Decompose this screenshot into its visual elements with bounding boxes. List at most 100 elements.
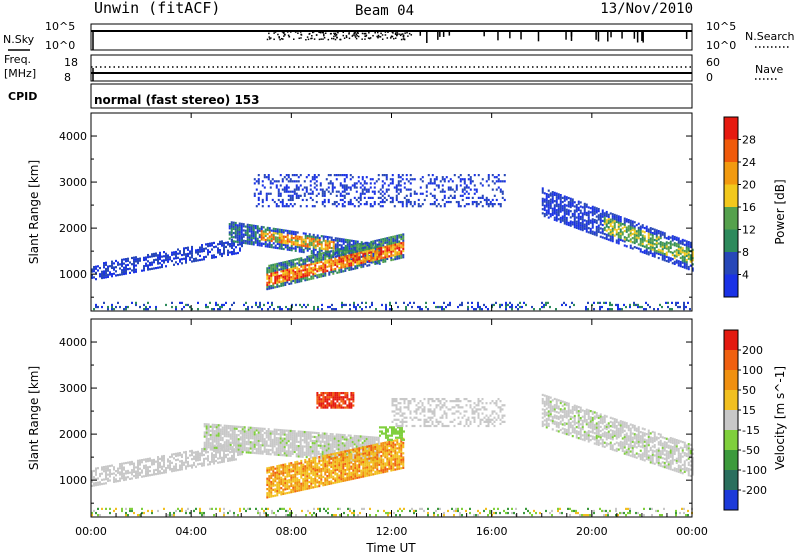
data-cell [195, 507, 197, 510]
data-cell [195, 259, 197, 262]
data-cell [400, 237, 403, 241]
data-cell [250, 230, 253, 233]
data-cell [581, 220, 584, 223]
data-cell [389, 196, 392, 200]
data-cell [101, 270, 103, 273]
data-cell [231, 246, 233, 250]
data-cell [629, 511, 631, 515]
data-cell [549, 200, 552, 203]
data-cell [305, 443, 308, 446]
data-cell [569, 210, 572, 213]
nsky-point [399, 34, 402, 37]
data-cell [201, 452, 203, 455]
data-cell [231, 450, 234, 453]
data-cell [581, 212, 584, 215]
data-cell [230, 221, 233, 224]
data-cell [109, 464, 111, 468]
data-cell [135, 303, 137, 307]
data-cell [335, 174, 338, 177]
data-cell [209, 301, 211, 304]
data-cell [203, 247, 205, 251]
data-cell [302, 260, 305, 264]
data-cell [441, 305, 443, 309]
data-cell [381, 186, 384, 189]
data-cell [342, 240, 345, 243]
data-cell [611, 229, 614, 232]
data-cell [661, 243, 664, 247]
data-cell [591, 205, 594, 208]
data-cell [372, 259, 375, 262]
data-cell [358, 254, 361, 257]
data-cell [629, 305, 631, 309]
data-cell [561, 303, 563, 307]
data-cell [447, 180, 450, 183]
data-cell [159, 257, 161, 261]
data-cell [257, 445, 260, 449]
data-cell [621, 227, 624, 230]
data-cell [342, 249, 345, 252]
data-cell [547, 204, 550, 207]
data-cell [191, 254, 193, 257]
data-cell [449, 301, 451, 304]
data-cell [362, 259, 365, 262]
data-cell [567, 203, 570, 206]
data-cell [274, 244, 277, 247]
data-cell [205, 439, 208, 442]
data-cell [268, 268, 271, 272]
data-cell [549, 192, 552, 195]
data-cell [263, 186, 266, 189]
data-cell [169, 466, 171, 469]
data-cell [267, 438, 270, 441]
data-cell [309, 437, 312, 440]
data-cell [225, 445, 228, 448]
data-cell [249, 445, 252, 448]
data-cell [205, 441, 208, 445]
data-cell [471, 301, 473, 304]
data-cell [334, 261, 337, 264]
data-cell [167, 514, 169, 517]
data-cell [437, 305, 439, 309]
data-cell [561, 511, 563, 515]
data-cell [93, 308, 95, 311]
data-cell [551, 191, 554, 194]
data-cell [288, 274, 291, 277]
data-cell [279, 305, 281, 309]
data-cell [653, 247, 656, 250]
data-cell [593, 218, 596, 222]
data-cell [382, 256, 385, 259]
data-cell [253, 427, 256, 430]
data-cell [270, 243, 273, 247]
data-cell [503, 174, 506, 177]
data-cell [287, 450, 290, 453]
data-cell [677, 264, 680, 267]
data-cell [288, 276, 291, 279]
data-cell [353, 182, 356, 185]
data-cell [300, 244, 303, 247]
data-cell [283, 205, 286, 208]
data-cell [296, 270, 299, 273]
data-cell [679, 262, 682, 266]
data-cell [359, 511, 361, 515]
data-cell [639, 305, 641, 309]
data-cell [605, 514, 607, 517]
data-cell [567, 201, 570, 204]
data-cell [378, 247, 381, 250]
data-cell [681, 249, 684, 252]
data-cell [283, 437, 286, 440]
data-cell [338, 262, 341, 266]
data-cell [109, 479, 111, 482]
data-cell [278, 236, 281, 240]
data-cell [287, 174, 290, 177]
data-cell [396, 253, 399, 256]
data-cell [147, 509, 149, 513]
data-cell [311, 192, 314, 195]
data-cell [453, 196, 456, 200]
nsky-point [351, 35, 354, 37]
data-cell [242, 233, 245, 236]
data-cell [205, 451, 207, 454]
data-cell [221, 244, 223, 247]
data-cell [573, 303, 575, 307]
data-cell [291, 174, 294, 177]
data-cell [315, 188, 318, 191]
data-cell [543, 208, 546, 212]
